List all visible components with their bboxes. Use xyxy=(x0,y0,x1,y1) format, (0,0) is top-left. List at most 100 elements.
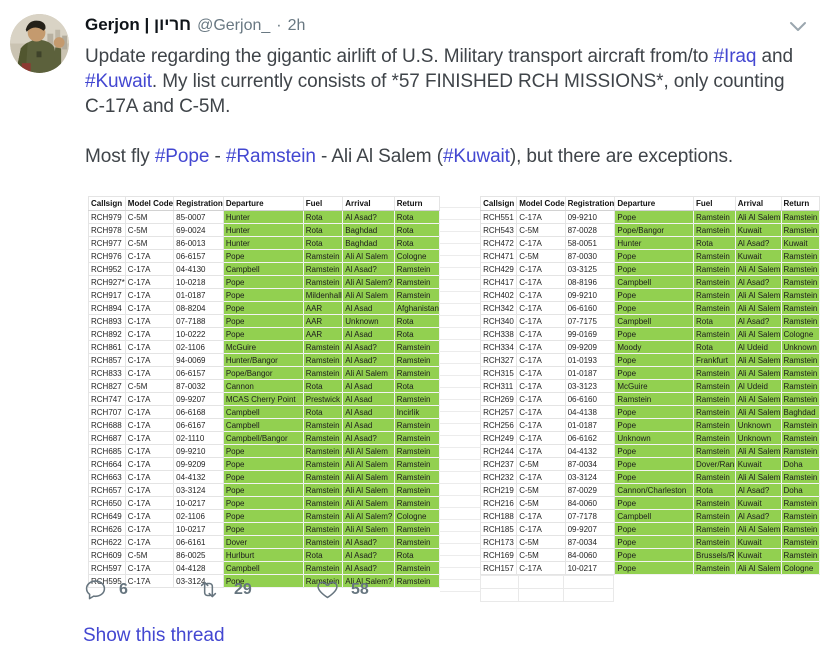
table-cell: Ramstein xyxy=(693,379,736,393)
table-cell: Rota xyxy=(302,223,344,237)
timestamp[interactable]: 2h xyxy=(287,17,306,34)
table-cell: Ramstein xyxy=(302,522,344,536)
tweet-media-table[interactable]: Callsign Model Code Registration Departure F… xyxy=(88,196,820,602)
table-cell: Ramstein xyxy=(780,210,820,224)
table-cell: Rota xyxy=(693,340,736,354)
table-cell: RCH543 xyxy=(480,223,518,237)
table-cell: Ramstein xyxy=(614,392,694,406)
table-cell: 03-3125 xyxy=(564,262,616,276)
table-cell: 06-6162 xyxy=(564,431,616,445)
table-cell: Pope/Bangor xyxy=(614,223,694,237)
table-cell: 09-9209 xyxy=(564,340,616,354)
table-cell: C-17A xyxy=(516,470,566,484)
table-cell: Ramstein xyxy=(693,561,736,575)
table-cell: Campbell xyxy=(614,314,694,328)
table-cell: Campbell xyxy=(222,418,304,432)
table-cell: RCH747 xyxy=(88,392,126,406)
table-cell: Al Asad xyxy=(342,418,395,432)
text-run: and xyxy=(756,46,794,67)
hashtag-link[interactable]: #Pope xyxy=(154,146,210,167)
table-cell: Campbell/Bangor xyxy=(222,431,304,445)
table-row: RCH917 C-17A 01-0187 Pope Mildenhall Ali Al S… xyxy=(88,288,441,302)
table-row: RCH687 C-17A 02-1110 Campbell/Bangor Ramstei… xyxy=(88,431,441,445)
table-cell: Ramstein xyxy=(393,496,441,510)
hashtag-link[interactable]: #Kuwait xyxy=(85,71,152,92)
table-cell: C-5M xyxy=(516,483,566,497)
table-cell: Unknown xyxy=(734,418,782,432)
column-header: Arrival xyxy=(342,196,395,211)
table-cell: Ali Al Salem xyxy=(734,262,782,276)
table-cell: Pope xyxy=(222,275,304,289)
show-thread-link[interactable]: Show this thread xyxy=(83,625,225,646)
table-cell: C-17A xyxy=(124,353,175,367)
table-cell: 09-9207 xyxy=(564,522,616,536)
table-cell: C-17A xyxy=(124,262,175,276)
table-cell: RCH173 xyxy=(480,535,518,549)
table-row: RCH861 C-17A 02-1106 McGuire Ramstein Al Asad… xyxy=(88,340,441,354)
table-cell: Ali Al Salem xyxy=(734,327,782,341)
table-cell: Ali Al Salem xyxy=(342,483,395,497)
flights-table-left: Callsign Model Code Registration Departure F… xyxy=(88,196,441,588)
table-cell: RCH622 xyxy=(88,535,126,549)
table-row: RCH244 C-17A 04-4132 Pope Ramstein Ali Al Sal… xyxy=(480,444,820,458)
table-cell: Ramstein xyxy=(302,457,344,471)
table-cell: Ramstein xyxy=(780,522,820,536)
table-cell: Ali Al Salem? xyxy=(342,509,395,523)
table-cell: C-17A xyxy=(516,340,566,354)
avatar[interactable] xyxy=(10,14,69,73)
tweet-content: Gerjon | חריון @Gerjon_ · 2h Update rega… xyxy=(85,15,808,194)
table-cell: C-17A xyxy=(516,288,566,302)
table-cell: Kuwait xyxy=(734,223,782,237)
table-cell: Rota xyxy=(302,236,344,250)
table-cell: RCH188 xyxy=(480,509,518,523)
table-cell: Ramstein xyxy=(780,249,820,263)
reply-button[interactable]: 6 xyxy=(84,578,128,601)
table-cell: C-17A xyxy=(516,301,566,315)
table-cell: 07-7178 xyxy=(564,509,616,523)
tweet-menu-caret[interactable] xyxy=(789,20,807,32)
display-name[interactable]: Gerjon | חריון xyxy=(85,15,192,34)
table-cell: Pope xyxy=(614,288,694,302)
table-cell: C-5M xyxy=(516,496,566,510)
retweet-button[interactable]: 29 xyxy=(195,578,252,601)
table-cell: C-17A xyxy=(124,366,175,380)
table-cell: 08-8196 xyxy=(564,275,616,289)
table-cell: Ramstein xyxy=(393,392,441,406)
table-cell: 01-0187 xyxy=(564,366,616,380)
table-cell: Ali Al Salem xyxy=(342,457,395,471)
table-row: RCH257 C-17A 04-4138 Pope Ramstein Ali Al Sal… xyxy=(480,405,820,419)
table-cell: Ramstein xyxy=(693,522,736,536)
table-cell: Ali Al Salem xyxy=(342,366,395,380)
table-cell: C-17A xyxy=(124,301,175,315)
table-cell: Cannon/Charleston xyxy=(614,483,694,497)
table-cell: C-17A xyxy=(124,392,175,406)
table-cell: 87-0034 xyxy=(564,457,616,471)
table-row: RCH334 C-17A 09-9209 Moody Rota Al Udeid Unkno… xyxy=(480,340,820,354)
table-cell: RCH315 xyxy=(480,366,518,380)
table-row: RCH417 C-17A 08-8196 Campbell Ramstein Al Asa… xyxy=(480,275,820,289)
like-button[interactable]: 58 xyxy=(316,578,369,601)
table-row: RCH595 C-17A 03-3124 Pope Ramstein Ali Al Sal… xyxy=(88,574,441,588)
table-cell: RCH185 xyxy=(480,522,518,536)
table-cell: Pope xyxy=(614,366,694,380)
table-cell: RCH551 xyxy=(480,210,518,224)
table-cell: RCH650 xyxy=(88,496,126,510)
tweet-body: Update regarding the gigantic airlift of… xyxy=(85,44,801,169)
table-row: RCH833 C-17A 06-6157 Pope/Bangor Ramstein Ali… xyxy=(88,366,441,380)
user-handle[interactable]: @Gerjon_ xyxy=(197,17,271,34)
table-cell: Rota xyxy=(393,548,441,562)
table-cell: Ramstein xyxy=(780,535,820,549)
table-cell: AAR xyxy=(302,314,344,328)
table-cell: 01-0187 xyxy=(173,288,224,302)
hashtag-link[interactable]: #Iraq xyxy=(713,46,757,67)
hashtag-link[interactable]: #Ramstein xyxy=(225,146,316,167)
table-cell: Hunter/Bangor xyxy=(222,353,304,367)
text-run: Update regarding the gigantic airlift of… xyxy=(85,46,714,67)
table-cell: 87-0030 xyxy=(564,249,616,263)
table-cell: C-17A xyxy=(124,314,175,328)
table-cell: Rota xyxy=(693,236,736,250)
table-cell: Ramstein xyxy=(693,288,736,302)
table-cell: 87-0028 xyxy=(564,223,616,237)
table-row: RCH185 C-17A 09-9207 Pope Ramstein Ali Al Sal… xyxy=(480,522,820,536)
hashtag-link[interactable]: #Kuwait xyxy=(442,146,510,167)
